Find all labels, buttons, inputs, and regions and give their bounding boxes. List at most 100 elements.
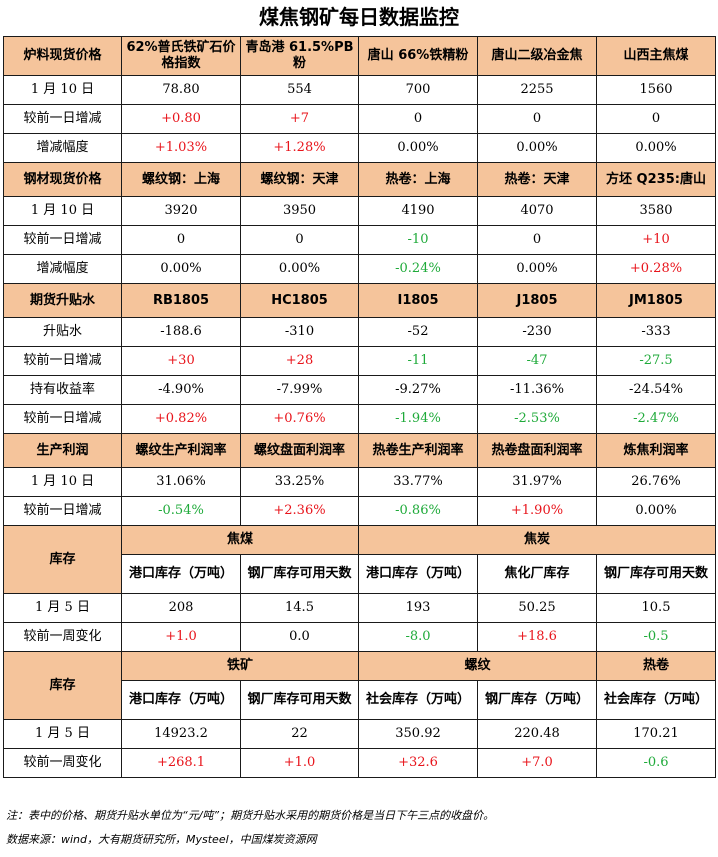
value-cell: -188.6 bbox=[121, 317, 241, 347]
group-header: 焦炭 bbox=[358, 525, 716, 555]
column-header: 热卷：上海 bbox=[358, 162, 478, 197]
value-cell: -310 bbox=[240, 317, 359, 347]
value-cell: -4.90% bbox=[121, 375, 241, 405]
row-label: 1 月 10 日 bbox=[3, 196, 122, 226]
column-header: 热卷：天津 bbox=[477, 162, 597, 197]
value-cell: -7.99% bbox=[240, 375, 359, 405]
value-cell: 0.00% bbox=[121, 254, 241, 284]
table-row: 1 月 10 日 3920 3950 4190 4070 3580 bbox=[3, 196, 716, 226]
value-cell: -11.36% bbox=[477, 375, 597, 405]
header-row: 钢材现货价格 螺纹钢：上海 螺纹钢：天津 热卷：上海 热卷：天津 方坯 Q235:唐山 bbox=[3, 162, 716, 197]
header-row: 期货升贴水 RB1805 HC1805 I1805 J1805 JM1805 bbox=[3, 283, 716, 318]
table-row: 持有收益率 -4.90% -7.99% -9.27% -11.36% -24.54% bbox=[3, 375, 716, 405]
table-row: 升贴水 -188.6 -310 -52 -230 -333 bbox=[3, 317, 716, 347]
value-cell: +7 bbox=[240, 104, 359, 134]
row-label: 较前一日增减 bbox=[3, 104, 122, 134]
value-cell: 0 bbox=[121, 225, 241, 255]
table-row: 较前一日增减 +0.82% +0.76% -1.94% -2.53% -2.47% bbox=[3, 404, 716, 434]
value-cell: -47 bbox=[477, 346, 597, 376]
value-cell: -0.86% bbox=[358, 496, 478, 526]
row-label: 1 月 10 日 bbox=[3, 75, 122, 105]
page-title: 煤焦钢矿每日数据监控 bbox=[259, 5, 459, 29]
value-cell: -1.94% bbox=[358, 404, 478, 434]
column-header: 焦化厂库存 bbox=[477, 554, 597, 594]
group-header: 热卷 bbox=[596, 651, 716, 681]
value-cell: -9.27% bbox=[358, 375, 478, 405]
column-header: 港口库存（万吨） bbox=[358, 554, 478, 594]
value-cell: 3950 bbox=[240, 196, 359, 226]
row-label: 1 月 5 日 bbox=[3, 719, 122, 749]
table-row: 1 月 5 日 14923.2 22 350.92 220.48 170.21 bbox=[3, 719, 716, 749]
row-label: 较前一日增减 bbox=[3, 496, 122, 526]
value-cell: -24.54% bbox=[596, 375, 716, 405]
row-label: 较前一日增减 bbox=[3, 404, 122, 434]
unit-note: 注：表中的价格、期货升贴水单位为“元/吨”；期货升贴水采用的期货价格是当日下午三… bbox=[6, 809, 495, 822]
value-cell: 0.0 bbox=[240, 622, 359, 652]
value-cell: 193 bbox=[358, 593, 478, 623]
value-cell: +268.1 bbox=[121, 748, 241, 778]
group-header: 焦煤 bbox=[121, 525, 359, 555]
value-cell: -0.24% bbox=[358, 254, 478, 284]
value-cell: 0 bbox=[596, 104, 716, 134]
value-cell: 0.00% bbox=[240, 254, 359, 284]
value-cell: 0 bbox=[477, 225, 597, 255]
footnotes: 注：表中的价格、期货升贴水单位为“元/吨”；期货升贴水采用的期货价格是当日下午三… bbox=[6, 807, 712, 855]
value-cell: +1.90% bbox=[477, 496, 597, 526]
section-title: 炉料现货价格 bbox=[3, 36, 122, 76]
value-cell: +0.80 bbox=[121, 104, 241, 134]
value-cell: 2255 bbox=[477, 75, 597, 105]
value-cell: -2.47% bbox=[596, 404, 716, 434]
value-cell: 50.25 bbox=[477, 593, 597, 623]
column-header: 社会库存（万吨） bbox=[358, 680, 478, 720]
value-cell: +10 bbox=[596, 225, 716, 255]
column-header: 青岛港 61.5%PB 粉 bbox=[240, 36, 359, 76]
value-cell: 4070 bbox=[477, 196, 597, 226]
value-cell: -11 bbox=[358, 346, 478, 376]
value-cell: -2.53% bbox=[477, 404, 597, 434]
value-cell: 350.92 bbox=[358, 719, 478, 749]
column-header: 方坯 Q235:唐山 bbox=[596, 162, 716, 197]
value-cell: 554 bbox=[240, 75, 359, 105]
column-header: RB1805 bbox=[121, 283, 241, 318]
value-cell: -0.5 bbox=[596, 622, 716, 652]
column-header: HC1805 bbox=[240, 283, 359, 318]
row-label: 较前一周变化 bbox=[3, 622, 122, 652]
value-cell: +0.28% bbox=[596, 254, 716, 284]
value-cell: -52 bbox=[358, 317, 478, 347]
row-label: 较前一周变化 bbox=[3, 748, 122, 778]
table-row: 较前一日增减 +30 +28 -11 -47 -27.5 bbox=[3, 346, 716, 376]
value-cell: +30 bbox=[121, 346, 241, 376]
value-cell: +2.36% bbox=[240, 496, 359, 526]
column-header: 螺纹盘面利润率 bbox=[240, 433, 359, 468]
value-cell: 26.76% bbox=[596, 467, 716, 497]
value-cell: -27.5 bbox=[596, 346, 716, 376]
value-cell: 31.97% bbox=[477, 467, 597, 497]
column-header: 钢厂库存可用天数 bbox=[240, 554, 359, 594]
value-cell: 0 bbox=[358, 104, 478, 134]
value-cell: 3580 bbox=[596, 196, 716, 226]
table-row: 1 月 10 日 78.80 554 700 2255 1560 bbox=[3, 75, 716, 105]
value-cell: 33.25% bbox=[240, 467, 359, 497]
value-cell: -0.6 bbox=[596, 748, 716, 778]
value-cell: -10 bbox=[358, 225, 478, 255]
value-cell: -230 bbox=[477, 317, 597, 347]
table-row: 增减幅度 +1.03% +1.28% 0.00% 0.00% 0.00% bbox=[3, 133, 716, 163]
table-row: 1 月 10 日 31.06% 33.25% 33.77% 31.97% 26.76% bbox=[3, 467, 716, 497]
value-cell: 0.00% bbox=[596, 133, 716, 163]
column-header: 螺纹钢：天津 bbox=[240, 162, 359, 197]
column-header: 港口库存（万吨） bbox=[121, 554, 241, 594]
section-title: 库存 bbox=[3, 651, 122, 720]
row-label: 较前一日增减 bbox=[3, 225, 122, 255]
row-label: 增减幅度 bbox=[3, 133, 122, 163]
column-header: 港口库存（万吨） bbox=[121, 680, 241, 720]
column-header: 钢厂库存可用天数 bbox=[240, 680, 359, 720]
value-cell: -0.54% bbox=[121, 496, 241, 526]
value-cell: -8.0 bbox=[358, 622, 478, 652]
column-header: 62%普氏铁矿石价格指数 bbox=[121, 36, 241, 76]
value-cell: +32.6 bbox=[358, 748, 478, 778]
table-row: 较前一周变化 +268.1 +1.0 +32.6 +7.0 -0.6 bbox=[3, 748, 716, 778]
table-row: 1 月 5 日 208 14.5 193 50.25 10.5 bbox=[3, 593, 716, 623]
row-label: 较前一日增减 bbox=[3, 346, 122, 376]
value-cell: +0.76% bbox=[240, 404, 359, 434]
value-cell: 170.21 bbox=[596, 719, 716, 749]
